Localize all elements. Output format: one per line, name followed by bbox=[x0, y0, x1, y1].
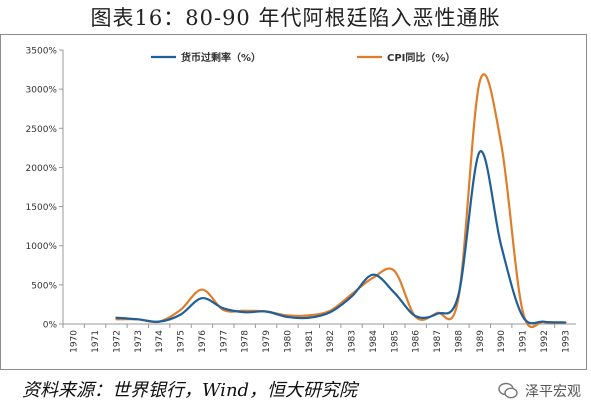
x-tick-label: 1986 bbox=[412, 330, 422, 353]
x-tick-label: 1984 bbox=[369, 330, 379, 353]
x-tick-label: 1976 bbox=[198, 330, 208, 353]
x-tick-label: 1988 bbox=[454, 330, 464, 353]
watermark: 泽平宏观 bbox=[497, 380, 581, 402]
wechat-icon bbox=[497, 380, 519, 402]
chart-title: 图表16：80-90 年代阿根廷陷入恶性通胀 bbox=[90, 6, 501, 30]
y-tick-label: 3000% bbox=[26, 86, 58, 96]
x-tick-label: 1990 bbox=[497, 330, 507, 353]
x-tick-label: 1985 bbox=[390, 330, 400, 353]
x-tick-label: 1987 bbox=[433, 330, 443, 353]
x-tick-label: 1971 bbox=[91, 330, 101, 353]
x-tick-label: 1975 bbox=[177, 330, 187, 353]
series-line-money-surplus bbox=[115, 150, 567, 325]
legend-label: CPI同比（%） bbox=[387, 51, 455, 64]
series-lines bbox=[115, 73, 567, 328]
source-note: 资料来源：世界银行，Wind，恒大研究院 bbox=[22, 380, 358, 401]
line-chart: 0% 500% 1000% 1500% 2000% 2500% 3000% 3500% 197… bbox=[26, 47, 576, 353]
y-tick-label: 2000% bbox=[26, 164, 58, 174]
x-tick-label: 1992 bbox=[540, 330, 550, 353]
chart-frame: 0% 500% 1000% 1500% 2000% 2500% 3000% 3500% 197… bbox=[0, 34, 587, 370]
legend-label: 货币过剩率（%） bbox=[181, 51, 261, 64]
x-tick-label: 1993 bbox=[561, 330, 571, 353]
x-tick-label: 1974 bbox=[155, 330, 165, 353]
x-tick-label: 1981 bbox=[305, 330, 315, 353]
x-tick-labels: 1970 1971 1972 1973 1974 1975 1976 1977 1978 1979… bbox=[62, 324, 571, 353]
x-tick-label: 1991 bbox=[519, 330, 529, 353]
watermark-text: 泽平宏观 bbox=[525, 384, 581, 400]
x-tick-label: 1973 bbox=[134, 330, 144, 353]
x-tick-label: 1989 bbox=[476, 330, 486, 353]
series-line-cpi bbox=[115, 73, 567, 328]
y-tick-labels: 0% 500% 1000% 1500% 2000% 2500% 3000% 3500% bbox=[26, 47, 63, 331]
y-tick-label: 3500% bbox=[26, 47, 58, 57]
y-tick-label: 500% bbox=[31, 281, 57, 291]
x-tick-label: 1980 bbox=[283, 330, 293, 353]
x-tick-label: 1979 bbox=[262, 330, 272, 353]
x-tick-label: 1983 bbox=[348, 330, 358, 353]
y-tick-label: 0% bbox=[43, 321, 58, 331]
x-tick-label: 1977 bbox=[219, 330, 229, 353]
x-tick-label: 1970 bbox=[70, 330, 80, 353]
y-grid bbox=[62, 50, 576, 325]
y-tick-label: 2500% bbox=[26, 125, 58, 135]
x-tick-label: 1978 bbox=[241, 330, 251, 353]
y-tick-label: 1500% bbox=[26, 203, 58, 213]
y-tick-label: 1000% bbox=[26, 242, 58, 252]
x-tick-label: 1982 bbox=[326, 330, 336, 353]
x-tick-label: 1972 bbox=[112, 330, 122, 353]
legend: 货币过剩率（%） CPI同比（%） bbox=[151, 51, 455, 64]
